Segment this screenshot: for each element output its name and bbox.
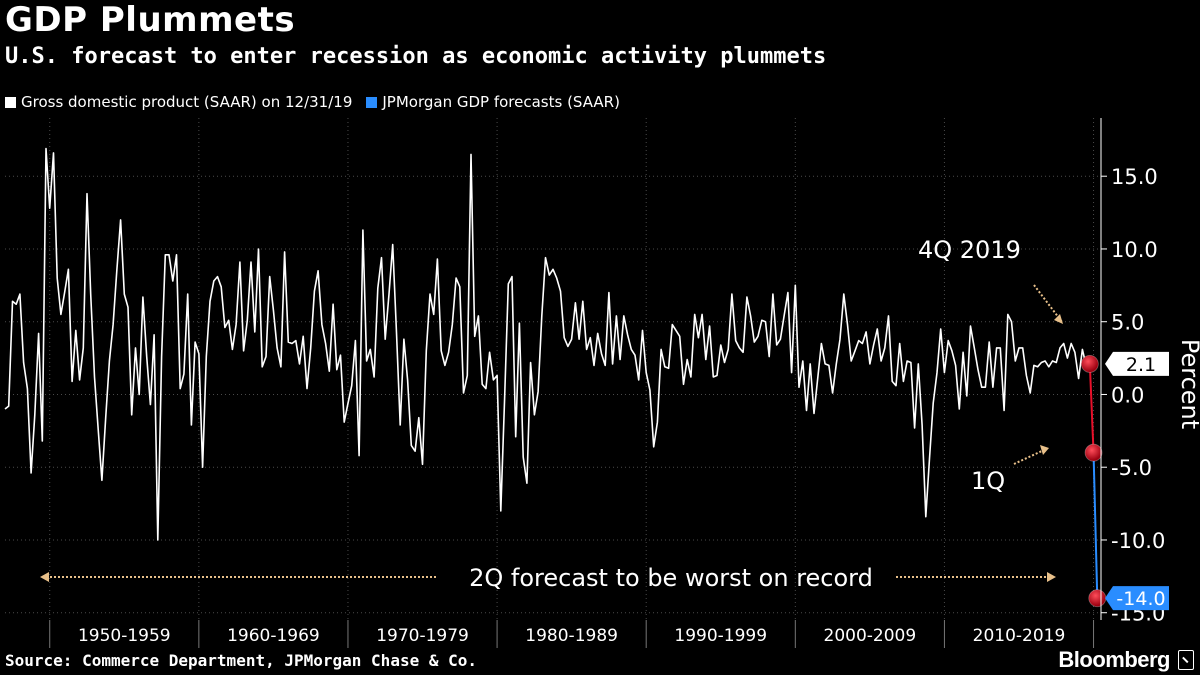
grid [5, 118, 1101, 620]
annotation-1q: 1Q [971, 467, 1005, 495]
forecast-markers [1080, 355, 1107, 608]
x-band-label: 1950-1959 [78, 626, 171, 646]
annotation-2q-forecast: 2Q forecast to be worst on record [469, 564, 873, 592]
legend-swatch-forecast [366, 96, 378, 108]
y-axis-label: Percent [1176, 339, 1200, 429]
x-band-label: 1980-1989 [525, 626, 618, 646]
x-band-label: 2000-2009 [824, 626, 917, 646]
legend-label-forecast: JPMorgan GDP forecasts (SAAR) [382, 93, 620, 111]
bloomberg-logo: Bloomberg [1058, 647, 1170, 672]
annotation-arrowhead-2q-left [40, 572, 49, 582]
legend-swatch-gdp [5, 96, 16, 108]
value-badge [1105, 351, 1169, 376]
y-tick-label: 5.0 [1111, 311, 1144, 335]
x-band-label: 2010-2019 [973, 626, 1066, 646]
y-tick-label: 0.0 [1111, 383, 1144, 407]
series-lines [4, 147, 1099, 599]
y-tick-label: 10.0 [1111, 238, 1158, 262]
y-tick-label: -10.0 [1111, 529, 1165, 553]
legend-label-gdp: Gross domestic product (SAAR) on 12/31/1… [21, 93, 353, 111]
y-tick-label: 15.0 [1111, 165, 1158, 189]
annotation-arrowhead-1q [1040, 445, 1049, 455]
forecast-marker [1088, 589, 1107, 608]
annotation-4q-2019: 4Q 2019 [918, 236, 1021, 264]
x-band-label: 1970-1979 [376, 626, 469, 646]
annotation-arrowhead-4q [1054, 314, 1063, 324]
forecast-marker [1080, 355, 1099, 373]
legend: Gross domestic product (SAAR) on 12/31/1… [5, 93, 620, 111]
x-band-label: 1990-1999 [674, 626, 767, 646]
value-badges: 2.1 -14.0 [1105, 351, 1169, 611]
forecast-line-blue [1092, 452, 1099, 599]
annotation-arrowhead-2q-right [1047, 572, 1056, 582]
legend-item-forecast: JPMorgan GDP forecasts (SAAR) [366, 93, 620, 111]
legend-item-gdp: Gross domestic product (SAAR) on 12/31/1… [5, 93, 352, 111]
annotations: 4Q 2019 1Q 2Q forecast to be worst on re… [40, 236, 1063, 592]
chart-subtitle: U.S. forecast to enter recession as econ… [5, 44, 827, 69]
y-tick-label: -5.0 [1111, 456, 1152, 480]
value-badge [1105, 586, 1169, 611]
x-band-label: 1960-1969 [227, 626, 320, 646]
value-badge-label: -14.0 [1116, 588, 1165, 610]
annotation-arrow-1q [1013, 449, 1045, 465]
source-note: Source: Commerce Department, JPMorgan Ch… [5, 651, 478, 670]
value-badge-label: 2.1 [1126, 354, 1156, 376]
x-axis-bands: 1950-1959 1960-1969 1970-1979 1980-1989 1990… [49, 620, 1095, 648]
terminal-icon [1178, 650, 1194, 670]
gdp-line [4, 147, 1091, 541]
chart-title: GDP Plummets [5, 0, 296, 40]
forecast-marker [1084, 443, 1103, 462]
forecast-line-red [1088, 363, 1095, 453]
